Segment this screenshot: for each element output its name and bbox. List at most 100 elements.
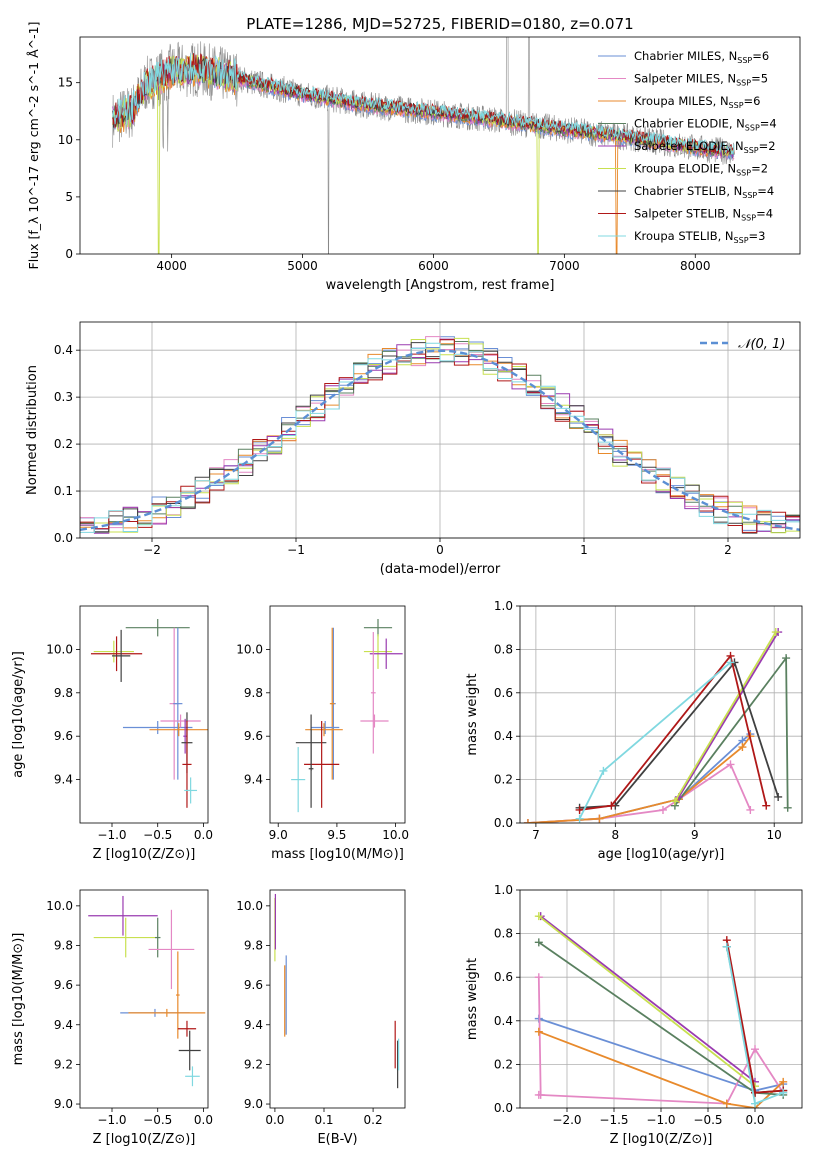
legend-label-base: Chabrier STELIB, N	[634, 184, 742, 198]
errorbar-point	[184, 777, 198, 804]
y-tick-label: 9.8	[244, 938, 263, 952]
x-tick-label: −0.5	[143, 1113, 172, 1127]
z-age-axes: −1.0 −0.5 0.0 9.4 9.6 9.8 10.0	[46, 642, 213, 842]
errorbar-point	[160, 714, 201, 728]
age-weight-x-axis-label: age [log10(age/yr)]	[598, 847, 725, 862]
y-tick-label: 10.0	[46, 642, 73, 656]
y-tick-label: 10.0	[236, 899, 263, 913]
weight-series-line	[537, 977, 784, 1105]
errorbar-point	[112, 629, 131, 682]
y-tick-label: 9.4	[54, 773, 73, 787]
errorbar-point	[125, 619, 190, 637]
x-tick-label: 6000	[418, 259, 449, 273]
errorbar-point	[88, 895, 158, 936]
z-mass-x-axis-label: Z [log10(Z/Z⊙)]	[93, 1132, 196, 1147]
legend-label-value: =4	[760, 117, 777, 131]
x-tick-label: −2	[143, 543, 161, 557]
errorbar-point	[93, 917, 158, 958]
errorbar-point	[308, 729, 314, 808]
x-tick-label: 8000	[680, 259, 711, 273]
legend-label-value: =2	[759, 139, 776, 153]
weight-point-marker	[722, 942, 731, 951]
y-tick-label: 9.8	[54, 938, 73, 952]
legend-label-base: Chabrier ELODIE, N	[634, 117, 745, 131]
legend-label-base: Kroupa STELIB, N	[634, 229, 734, 243]
weight-point-marker	[722, 1099, 731, 1108]
x-tick-label: 5000	[287, 259, 318, 273]
legend-label-subscript: SSP	[737, 56, 752, 65]
y-tick-label: 0.8	[494, 927, 513, 941]
errorbar-point	[178, 1030, 201, 1071]
weight-point-marker	[534, 973, 543, 982]
x-tick-label: 2	[724, 543, 732, 557]
x-tick-label: 0.0	[194, 1113, 213, 1127]
weight-point-marker	[534, 912, 543, 921]
gaussian-reference-line	[79, 349, 801, 531]
y-tick-label: 0.4	[54, 343, 73, 357]
y-tick-label: 0.0	[494, 1101, 513, 1115]
weight-point-marker	[534, 938, 543, 947]
legend-label-value: =6	[744, 94, 761, 108]
model-spectrum-line	[112, 53, 735, 155]
weight-point-marker	[762, 801, 771, 810]
weight-point-marker	[534, 1090, 543, 1099]
weight-point-marker	[599, 766, 608, 775]
y-tick-label: 9.8	[244, 686, 263, 700]
legend-label-subscript: SSP	[741, 214, 756, 223]
weight-point-marker	[774, 792, 783, 801]
weight-point-marker	[751, 1099, 759, 1108]
weight-series-line	[678, 631, 779, 798]
weight-series-line	[674, 655, 789, 808]
weight-point-marker	[782, 654, 791, 663]
errorbar-point	[176, 951, 180, 1039]
weight-point-marker	[658, 805, 667, 814]
y-tick-label: 9.4	[244, 773, 263, 787]
y-tick-label: 15	[58, 76, 73, 90]
errorbar-point	[183, 718, 187, 754]
legend-label-value: =6	[752, 49, 769, 63]
figure-title: PLATE=1286, MJD=52725, FIBERID=0180, z=0…	[246, 15, 633, 33]
x-tick-label: −0.5	[143, 828, 172, 842]
y-tick-label: 9.0	[54, 1097, 73, 1111]
residuals-axes: −2 −1 0 1 2 0.0 0.1 0.2 0.3 0.4	[54, 322, 800, 557]
y-tick-label: 10.0	[236, 642, 263, 656]
x-tick-label: −1	[287, 543, 305, 557]
x-tick-label: 0.1	[314, 1113, 333, 1127]
x-tick-label: 10	[767, 828, 782, 842]
y-tick-label: 9.2	[244, 1057, 263, 1071]
y-tick-label: 9.2	[54, 1057, 73, 1071]
errorbar-point	[363, 634, 393, 669]
age-weight-frame	[519, 605, 803, 824]
errorbar-point	[370, 632, 376, 754]
y-tick-label: 0.6	[494, 970, 513, 984]
z-weight-x-axis-label: Z [log10(Z/Z⊙)]	[610, 1132, 713, 1147]
y-tick-label: 1.0	[494, 599, 513, 613]
weight-point-marker	[738, 743, 747, 752]
y-tick-label: 1.0	[494, 883, 513, 897]
weight-point-marker	[726, 658, 735, 667]
x-tick-label: 9	[691, 828, 699, 842]
legend-label-base: Kroupa MILES, N	[634, 94, 729, 108]
y-tick-label: 0.8	[494, 642, 513, 656]
z-mass-y-axis-label: mass [log10(M/M⊙)]	[11, 933, 26, 1066]
errorbar-point	[291, 747, 306, 813]
errorbar-point	[369, 638, 403, 669]
legend-label: Kroupa ELODIE, NSSP=2	[634, 162, 768, 178]
x-tick-label: 1	[580, 543, 588, 557]
weight-point-marker	[779, 1088, 788, 1097]
y-tick-label: 0.4	[494, 1014, 513, 1028]
legend-label-base: Salpeter MILES, N	[634, 72, 736, 86]
errorbar-point	[177, 1020, 197, 1037]
age-weight-y-axis-label: mass weight	[465, 673, 480, 755]
weight-point-marker	[575, 814, 584, 823]
y-tick-label: 9.6	[244, 729, 263, 743]
legend-label-subscript: SSP	[744, 146, 759, 155]
weight-series-line	[538, 1030, 784, 1108]
x-tick-label: −2.0	[552, 1113, 581, 1127]
legend-label-subscript: SSP	[734, 236, 749, 245]
legend-label: Chabrier ELODIE, NSSP=4	[634, 117, 777, 133]
errorbar-point	[154, 917, 161, 958]
weight-point-marker	[746, 805, 755, 814]
y-tick-label: 0.2	[494, 773, 513, 787]
errorbar-point	[329, 627, 335, 780]
